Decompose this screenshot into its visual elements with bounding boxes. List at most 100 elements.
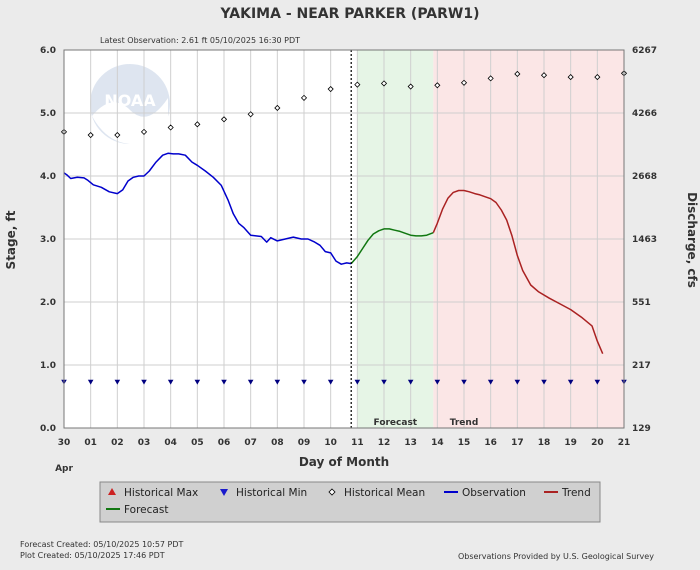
chart-title: YAKIMA - NEAR PARKER (PARW1) [219,6,479,22]
trend-region-label: Trend [450,418,479,428]
x-tick-label: 16 [484,438,497,448]
y2-axis-label: Discharge, cfs [685,192,699,288]
y-tick-label: 5.0 [40,109,56,119]
plot-border [63,49,625,429]
y2-tick-label: 1463 [632,235,657,245]
legend: Historical Max Historical Min Historical M… [99,481,601,523]
y-tick-label: 0.0 [40,424,56,434]
observation-line [63,152,352,265]
historical-mean-point [167,124,174,131]
data-series [60,70,628,385]
historical-mean-point [487,75,494,82]
legend-label-historical-mean: Historical Mean [344,487,425,499]
noaa-logo-text: NOAA [104,91,156,110]
x-tick-label: 04 [164,438,177,448]
legend-items: Historical Max Historical Min Historical M… [106,487,591,516]
x-tick-label: 15 [458,438,471,448]
plot-created: Plot Created: 05/10/2025 17:46 PDT [20,551,165,560]
x-tick-label: 09 [298,438,311,448]
legend-label-trend: Trend [561,487,591,499]
historical-mean-point [247,111,254,118]
historical-mean-point [434,82,441,89]
forecast-created: Forecast Created: 05/10/2025 10:57 PDT [20,540,184,549]
x-tick-label: 19 [564,438,577,448]
y2-tick-label: 4266 [632,109,657,119]
data-credit: Observations Provided by U.S. Geological… [458,552,654,561]
x-tick-label: 20 [591,438,604,448]
historical-min-point [567,379,574,385]
historical-min-point [461,379,467,385]
historical-min-point [594,379,601,385]
historical-mean-point [380,80,388,87]
historical-mean-point [327,85,334,93]
historical-min-point [301,379,307,385]
noaa-logo: NOAA [90,64,170,145]
y-axis-label: Stage, ft [4,210,18,269]
legend-symbol-historical-min [220,489,228,496]
historical-min-point [407,379,414,385]
historical-min-point [167,379,174,385]
historical-min-point [87,379,94,385]
x-tick-label: 30 [58,438,71,448]
historical-mean-point [220,116,228,123]
historical-mean-point [87,131,94,139]
y-tick-label: 6.0 [40,46,56,56]
latest-observation: Latest Observation: 2.61 ft 05/10/2025 1… [100,36,300,45]
y-tick-label: 3.0 [40,235,56,245]
x-tick-label: 10 [324,438,337,448]
x-tick-label: 18 [538,438,551,448]
historical-min-point [114,379,121,385]
historical-min-point [247,379,254,385]
historical-mean-point [407,83,414,90]
historical-mean-point [460,79,468,86]
y-tick-label: 1.0 [40,361,56,371]
historical-min-point [541,379,547,385]
historical-mean-point [514,70,521,78]
x-tick-label: 08 [271,438,284,448]
plot-area: NOAA Forecast Trend [60,49,628,429]
x-tick-label: 13 [404,438,417,448]
historical-mean-point [274,104,281,112]
forecast-line [350,228,434,265]
legend-label-historical-max: Historical Max [124,487,198,499]
historical-min-point [514,379,521,385]
noaa-logo-circle [90,64,170,144]
y2-tick-label: 6267 [632,46,657,56]
y-tick-label: 2.0 [40,298,56,308]
historical-mean-point [114,131,121,139]
noaa-logo-wave [92,98,168,145]
historical-min-point [141,379,147,385]
x-tick-label: 17 [511,438,524,448]
x-tick-label: 07 [244,438,257,448]
historical-mean-point [300,94,308,101]
historical-mean-point [594,74,601,81]
historical-min-point [354,379,361,385]
historical-min-point [221,379,227,385]
historical-min-point [274,379,281,385]
historical-mean-point [354,81,361,88]
historical-mean-point [567,74,574,81]
historical-mean-point [140,128,148,135]
axes: 30 01 02 03 04 05 06 07 08 09 10 11 12 13 14 15 16 17 18 19… [40,46,657,448]
y2-tick-label: 2668 [632,172,657,182]
x-tick-label: 03 [138,438,151,448]
legend-symbol-historical-mean [328,488,336,496]
legend-label-forecast: Forecast [124,504,168,516]
x-tick-label: 14 [431,438,444,448]
x-axis-label: Day of Month [299,455,389,469]
y2-tick-label: 217 [632,361,651,371]
y2-tick-label: 551 [632,298,651,308]
historical-mean-point [194,121,201,128]
trend-line [432,189,604,354]
x-tick-label: 02 [111,438,124,448]
month-label: Apr [55,464,73,474]
historical-mean-point [540,72,548,79]
x-tick-label: 12 [378,438,391,448]
historical-min-point [194,379,201,385]
legend-symbol-historical-max [108,488,116,495]
x-tick-label: 06 [218,438,231,448]
historical-min-point [434,379,441,385]
x-tick-label: 11 [351,438,364,448]
legend-label-historical-min: Historical Min [236,487,307,499]
